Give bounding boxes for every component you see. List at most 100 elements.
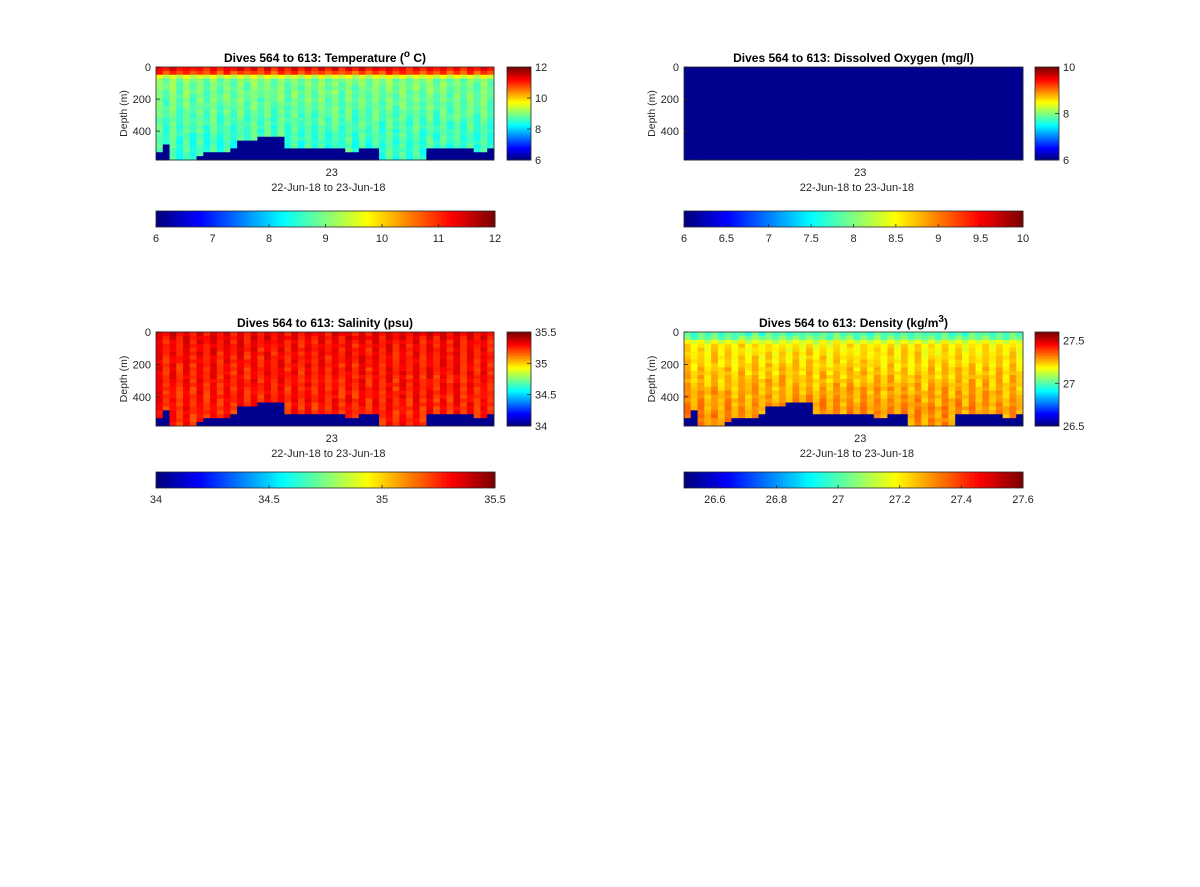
heatmap-cell xyxy=(772,339,780,345)
heatmap-cell xyxy=(968,136,976,142)
heatmap-cell xyxy=(372,402,380,407)
heatmap-cell xyxy=(183,156,191,161)
heatmap-cell xyxy=(1016,82,1024,87)
colorbar-swatch xyxy=(507,343,531,346)
heatmap-cell xyxy=(392,90,400,95)
heatmap-cell xyxy=(183,117,191,122)
heatmap-cell xyxy=(955,74,963,80)
heatmap-cell xyxy=(358,101,366,107)
heatmap-cell xyxy=(210,386,218,392)
heatmap-cell xyxy=(379,402,387,407)
heatmap-cell xyxy=(799,390,807,396)
heatmap-cell xyxy=(311,375,319,380)
heatmap-cell xyxy=(345,129,353,134)
heatmap-cell xyxy=(385,390,393,396)
heatmap-cell xyxy=(270,152,279,157)
heatmap-cell xyxy=(162,82,170,87)
colorbar-swatch xyxy=(507,367,531,370)
heatmap-cell xyxy=(412,82,421,87)
heatmap-cell xyxy=(264,121,272,126)
heatmap-cell xyxy=(291,90,299,95)
heatmap-cell xyxy=(162,394,170,399)
heatmap-cell xyxy=(169,105,177,111)
heatmap-cell xyxy=(372,394,380,399)
heatmap-cell xyxy=(738,82,746,87)
heatmap-cell xyxy=(792,339,800,345)
heatmap-cell xyxy=(900,351,909,356)
colorbar-swatch xyxy=(874,211,879,227)
heatmap-cell xyxy=(439,98,448,103)
heatmap-cell xyxy=(338,339,346,345)
heatmap-cell xyxy=(812,67,820,72)
heatmap-cell xyxy=(785,339,793,345)
heatmap-cell xyxy=(839,78,848,83)
heatmap-cell xyxy=(487,355,495,360)
heatmap-cell xyxy=(1002,94,1010,99)
heatmap-cell xyxy=(894,359,902,364)
heatmap-cell xyxy=(318,67,326,72)
heatmap-cell xyxy=(264,371,272,376)
heatmap-cell xyxy=(785,355,793,360)
colorbar-swatch xyxy=(304,472,309,488)
heatmap-cell xyxy=(210,347,218,352)
heatmap-cell xyxy=(223,343,231,349)
heatmap-cell xyxy=(894,105,902,111)
heatmap-cell xyxy=(156,410,164,415)
heatmap-cell xyxy=(690,125,698,130)
heatmap-cell xyxy=(203,156,211,161)
heatmap-cell xyxy=(338,402,346,407)
heatmap-cell xyxy=(216,74,224,80)
heatmap-cell xyxy=(189,414,197,419)
colorbar-tick-label: 35 xyxy=(376,494,388,506)
heatmap-cell xyxy=(928,152,936,157)
heatmap-cell xyxy=(772,375,780,380)
heatmap-cell xyxy=(331,335,339,341)
heatmap-cell xyxy=(399,382,407,388)
heatmap-cell xyxy=(183,386,191,392)
heatmap-cell xyxy=(379,335,387,341)
heatmap-cell xyxy=(995,132,1004,138)
heatmap-cell xyxy=(406,418,414,423)
heatmap-cell xyxy=(724,78,732,83)
heatmap-cell xyxy=(156,98,164,103)
heatmap-cell xyxy=(250,406,258,411)
heatmap-cell xyxy=(853,414,861,419)
heatmap-cell xyxy=(833,86,841,91)
heatmap-cell xyxy=(433,351,441,356)
heatmap-cell xyxy=(907,144,915,149)
heatmap-cell xyxy=(867,113,875,118)
heatmap-cell xyxy=(446,70,454,76)
heatmap-cell xyxy=(989,156,997,161)
heatmap-cell xyxy=(284,144,292,149)
heatmap-cell xyxy=(446,398,454,403)
heatmap-cell xyxy=(264,351,272,356)
heatmap-cell xyxy=(711,418,719,423)
heatmap-cell xyxy=(237,78,245,83)
heatmap-cell xyxy=(745,406,753,411)
heatmap-cell xyxy=(345,98,353,103)
heatmap-cell xyxy=(203,367,211,372)
heatmap-cell xyxy=(819,136,827,142)
heatmap-cell xyxy=(331,332,339,337)
heatmap-cell xyxy=(711,363,719,368)
heatmap-cell xyxy=(176,410,184,415)
heatmap-cell xyxy=(406,136,414,142)
heatmap-cell xyxy=(738,86,746,91)
heatmap-cell xyxy=(311,402,319,407)
heatmap-cell xyxy=(311,67,319,72)
heatmap-cell xyxy=(778,78,787,83)
heatmap-cell xyxy=(799,375,807,380)
y-tick-label: 200 xyxy=(133,359,151,371)
heatmap-cell xyxy=(385,422,393,427)
heatmap-cell xyxy=(270,402,279,407)
heatmap-cell xyxy=(921,98,929,103)
colorbar-swatch xyxy=(507,377,531,380)
colorbar-swatch xyxy=(839,211,844,227)
heatmap-cell xyxy=(237,136,245,142)
heatmap-cell xyxy=(318,144,326,149)
heatmap-cell xyxy=(995,109,1004,114)
heatmap-cell xyxy=(277,74,285,80)
heatmap-cell xyxy=(717,367,726,372)
heatmap-cell xyxy=(203,347,211,352)
heatmap-cell xyxy=(277,375,285,380)
